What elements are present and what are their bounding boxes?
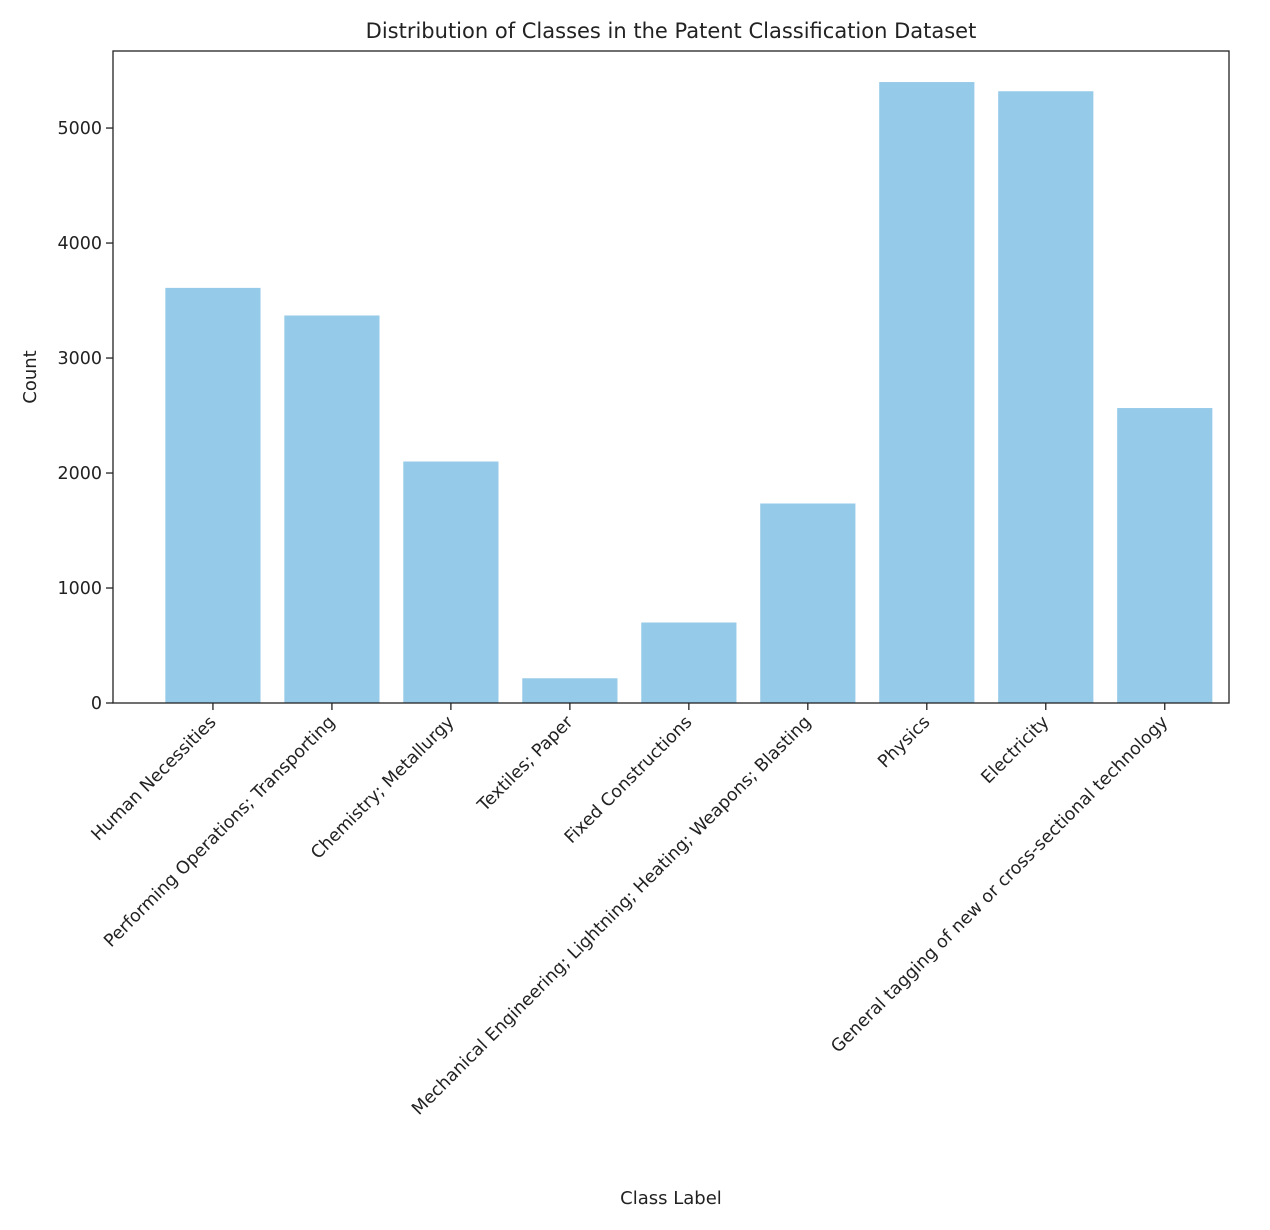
bar	[1117, 408, 1212, 703]
y-tick-label: 3000	[57, 349, 102, 369]
bar	[403, 462, 498, 703]
x-axis-ticks: Human NecessitiesPerforming Operations; …	[88, 703, 1172, 1119]
bar	[998, 91, 1093, 703]
bar	[165, 288, 260, 703]
y-tick-label: 4000	[57, 234, 102, 254]
y-tick-label: 5000	[57, 119, 102, 139]
x-tick-label: Physics	[874, 712, 934, 772]
x-tick-label: Fixed Constructions	[561, 712, 696, 847]
x-tick-label: Electricity	[978, 712, 1054, 788]
y-axis-label: Count	[20, 350, 41, 403]
bar	[522, 678, 617, 703]
x-tick-label: Mechanical Engineering; Lightning; Heati…	[408, 712, 815, 1119]
y-tick-label: 0	[91, 694, 102, 714]
bar	[879, 82, 974, 703]
x-tick-label: Textiles; Paper	[473, 712, 578, 817]
x-tick-label: Performing Operations; Transporting	[100, 712, 339, 951]
bar	[641, 623, 736, 703]
y-tick-label: 2000	[57, 464, 102, 484]
y-axis-ticks: 0 1000 2000 3000 4000 5000	[57, 119, 113, 714]
y-tick-label: 1000	[57, 579, 102, 599]
bar	[284, 315, 379, 703]
x-tick-label: Human Necessities	[88, 712, 221, 845]
chart-title: Distribution of Classes in the Patent Cl…	[366, 19, 977, 43]
bar	[760, 503, 855, 703]
bars-layer	[165, 82, 1212, 703]
x-axis-label: Class Label	[620, 1188, 722, 1209]
